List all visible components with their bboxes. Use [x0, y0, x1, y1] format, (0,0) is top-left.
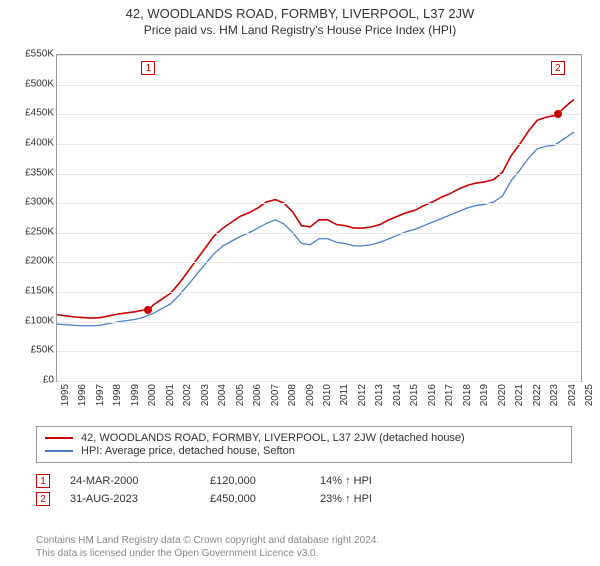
- transaction-row: 1 24-MAR-2000 £120,000 14% ↑ HPI: [36, 474, 572, 488]
- y-tick-label: £300K: [10, 197, 54, 208]
- transactions-table: 1 24-MAR-2000 £120,000 14% ↑ HPI 2 31-AUG-202…: [36, 470, 572, 510]
- gridline: [57, 292, 581, 293]
- footer-line: This data is licensed under the Open Gov…: [36, 548, 572, 561]
- legend-label: 42, WOODLANDS ROAD, FORMBY, LIVERPOOL, L…: [81, 432, 465, 444]
- series-line-hpi: [57, 132, 574, 326]
- y-tick-label: £450K: [10, 108, 54, 119]
- y-tick-label: £400K: [10, 137, 54, 148]
- gridline: [57, 55, 581, 56]
- gridline: [57, 85, 581, 86]
- gridline: [57, 322, 581, 323]
- legend-label: HPI: Average price, detached house, Seft…: [81, 445, 295, 457]
- gridline: [57, 351, 581, 352]
- transaction-marker: 2: [36, 492, 50, 506]
- gridline: [57, 114, 581, 115]
- chart-lines: [57, 55, 581, 381]
- transaction-diff: 14% ↑ HPI: [320, 475, 572, 487]
- transaction-date: 24-MAR-2000: [70, 475, 190, 487]
- callout-dot: [144, 306, 152, 314]
- gridline: [57, 262, 581, 263]
- transaction-marker: 1: [36, 474, 50, 488]
- gridline: [57, 203, 581, 204]
- transaction-row: 2 31-AUG-2023 £450,000 23% ↑ HPI: [36, 492, 572, 506]
- y-tick-label: £550K: [10, 49, 54, 60]
- y-tick-label: £0: [10, 375, 54, 386]
- page: 42, WOODLANDS ROAD, FORMBY, LIVERPOOL, L…: [0, 6, 600, 566]
- gridline: [57, 381, 581, 382]
- y-tick-label: £250K: [10, 226, 54, 237]
- transaction-date: 31-AUG-2023: [70, 493, 190, 505]
- plot-area: 12: [56, 54, 582, 382]
- footer-line: Contains HM Land Registry data © Crown c…: [36, 535, 572, 548]
- chart: £0 £50K £100K £150K £200K £250K £300K £350K £400…: [10, 50, 590, 420]
- legend: 42, WOODLANDS ROAD, FORMBY, LIVERPOOL, L…: [36, 426, 572, 463]
- legend-item: HPI: Average price, detached house, Seft…: [45, 445, 563, 457]
- x-tick-label: 2025: [584, 384, 600, 406]
- gridline: [57, 144, 581, 145]
- transaction-diff: 23% ↑ HPI: [320, 493, 572, 505]
- callout-label: 1: [141, 61, 155, 75]
- y-tick-label: £100K: [10, 315, 54, 326]
- footer: Contains HM Land Registry data © Crown c…: [36, 535, 572, 560]
- page-subtitle: Price paid vs. HM Land Registry's House …: [0, 23, 600, 37]
- legend-swatch: [45, 450, 73, 452]
- series-line-subject: [57, 99, 574, 318]
- callout-dot: [554, 110, 562, 118]
- callout-label: 2: [551, 61, 565, 75]
- page-title: 42, WOODLANDS ROAD, FORMBY, LIVERPOOL, L…: [0, 6, 600, 21]
- gridline: [57, 174, 581, 175]
- y-tick-label: £50K: [10, 345, 54, 356]
- transaction-price: £450,000: [210, 493, 300, 505]
- y-tick-label: £500K: [10, 78, 54, 89]
- legend-swatch: [45, 437, 73, 439]
- y-tick-label: £200K: [10, 256, 54, 267]
- y-tick-label: £350K: [10, 167, 54, 178]
- legend-item: 42, WOODLANDS ROAD, FORMBY, LIVERPOOL, L…: [45, 432, 563, 444]
- y-tick-label: £150K: [10, 286, 54, 297]
- gridline: [57, 233, 581, 234]
- transaction-price: £120,000: [210, 475, 300, 487]
